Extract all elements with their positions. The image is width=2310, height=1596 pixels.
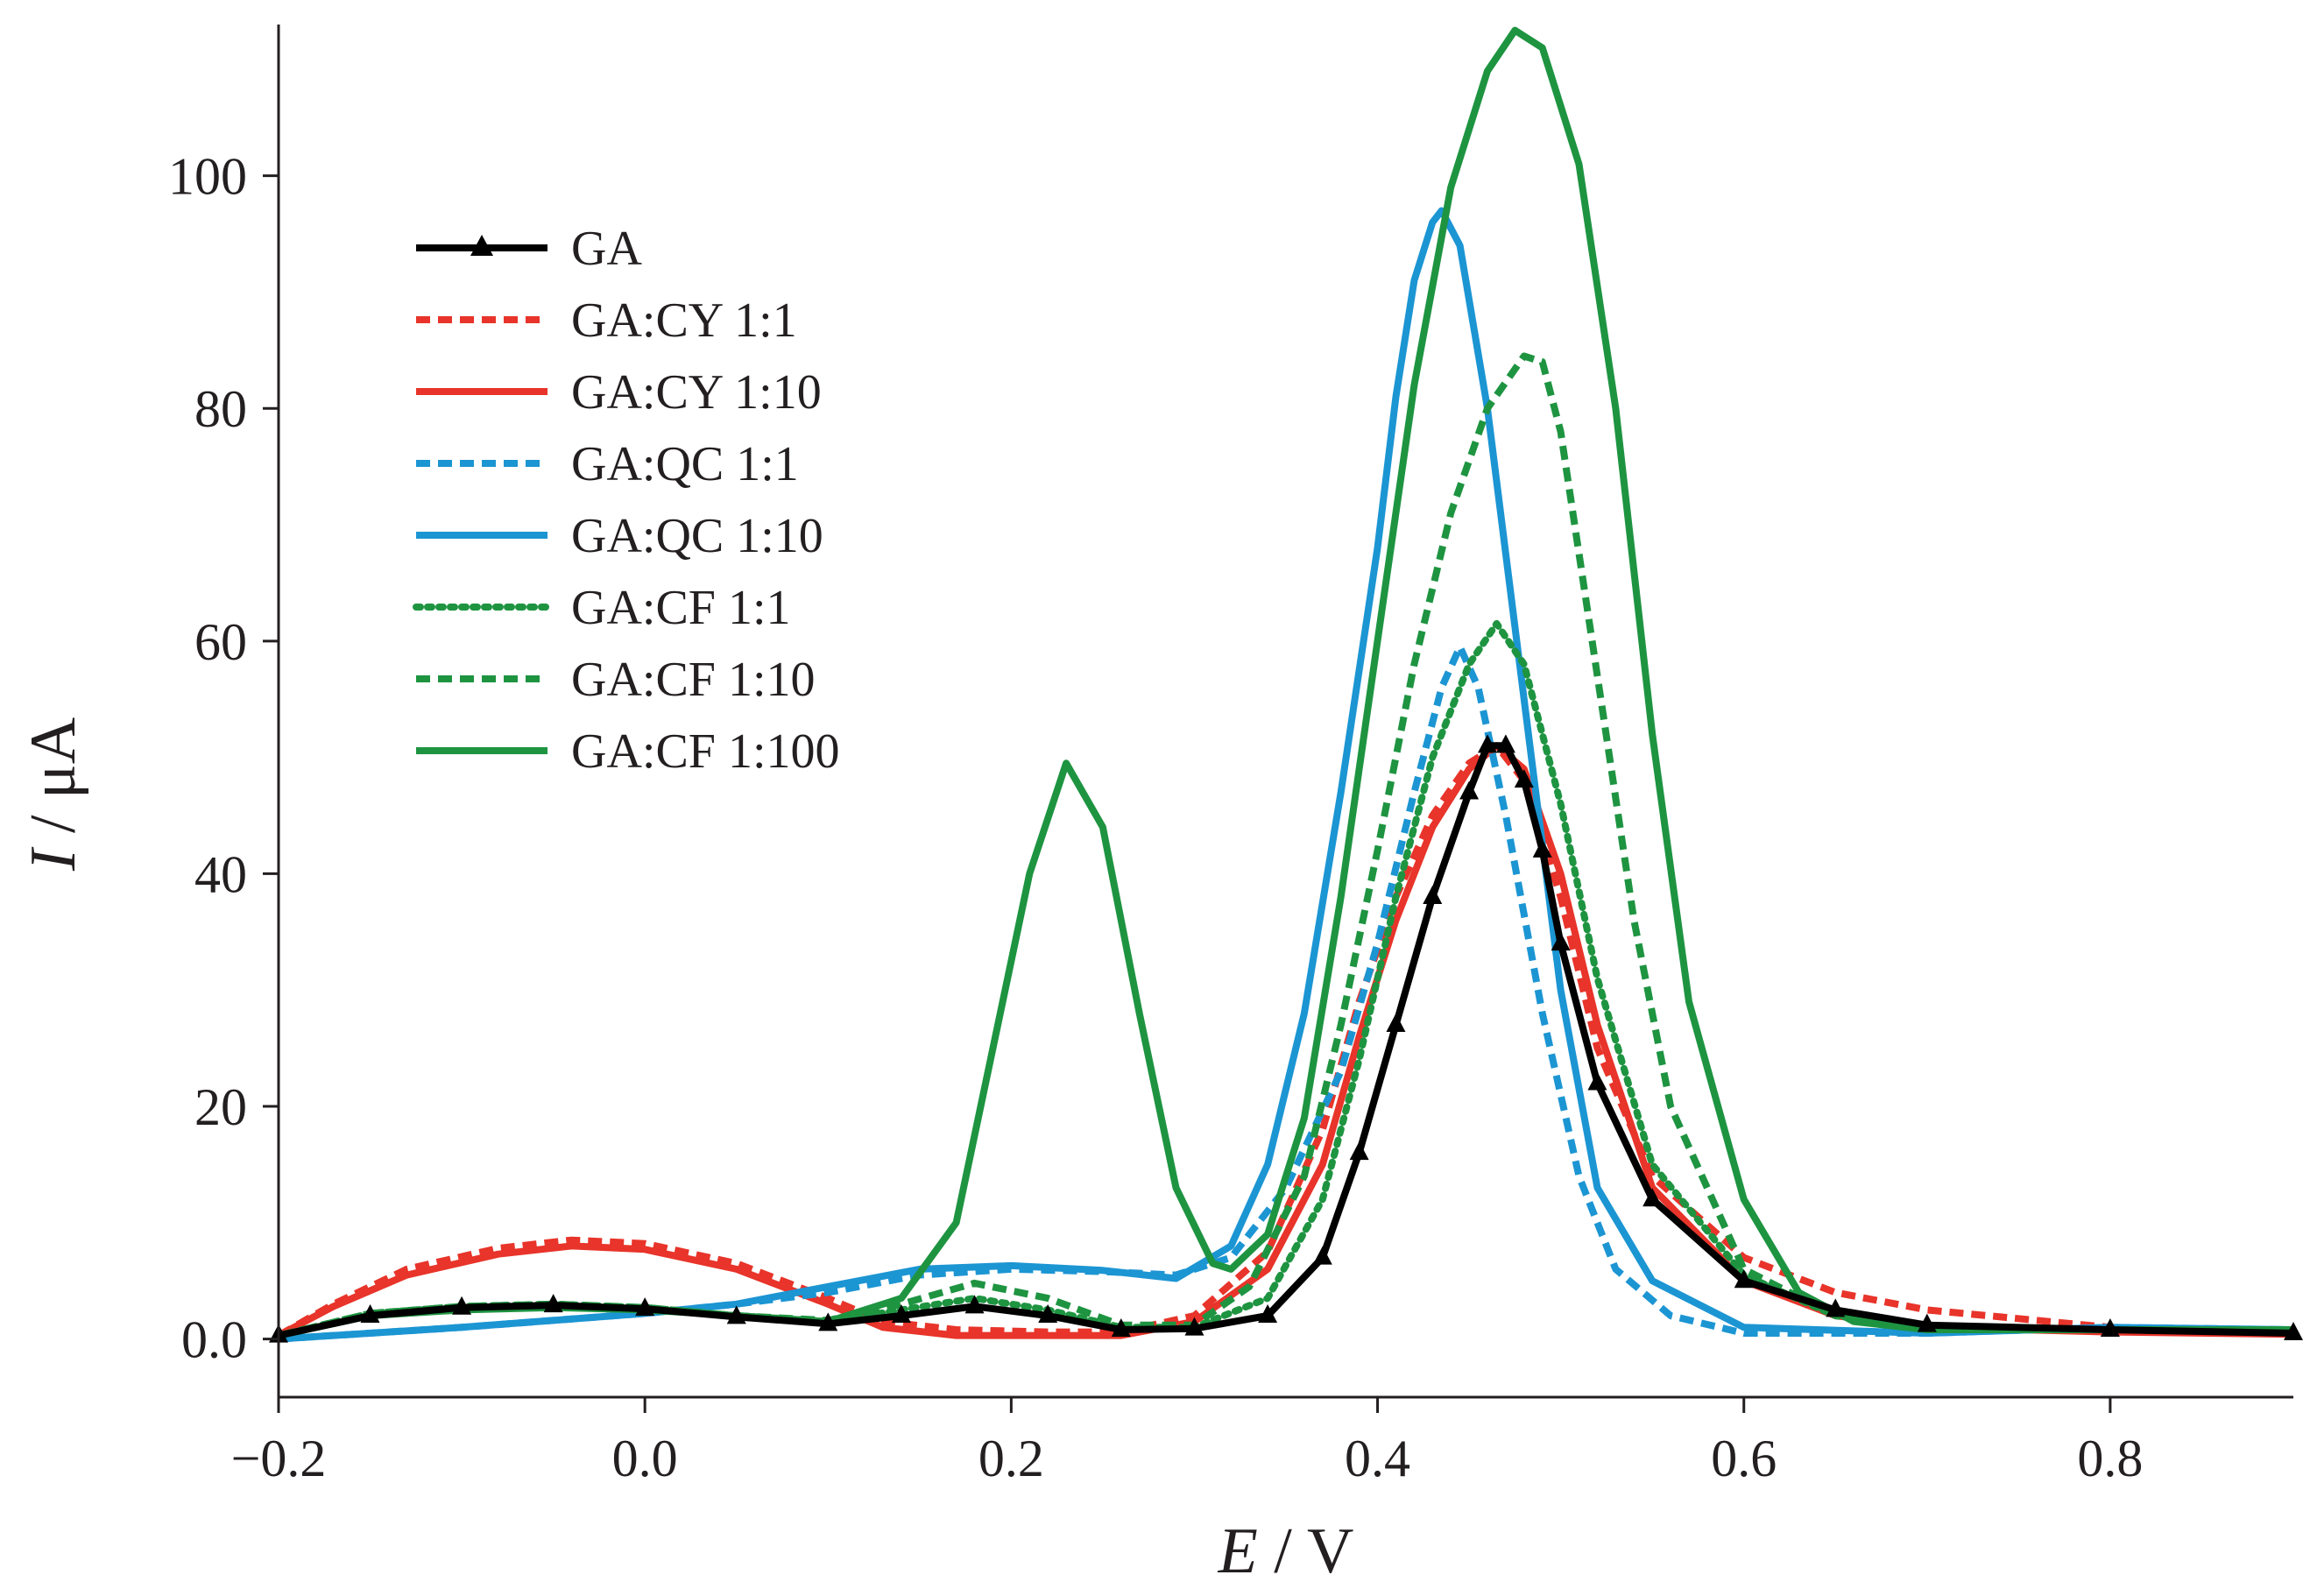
data-point-ga [360, 1304, 380, 1324]
data-point-ga [452, 1296, 472, 1315]
series-line-ga-qc-1-1 [278, 643, 2294, 1343]
series-line-ga-cy-1-10 [277, 742, 2294, 1339]
legend-label-ga-cf-1-10: GA:CF 1:10 [571, 653, 816, 707]
x-tick-label: −0.2 [231, 1430, 327, 1487]
x-tick-label: 0.4 [1345, 1430, 1410, 1487]
legend-label-ga-cf-1-100: GA:CF 1:100 [571, 724, 840, 779]
data-point-ga [1478, 734, 1497, 753]
data-point-ga [1917, 1313, 1937, 1332]
data-point-ga [543, 1294, 563, 1313]
y-tick-label: 80 [194, 380, 247, 438]
data-point-ga [1038, 1304, 1058, 1324]
data-point-ga [818, 1312, 838, 1331]
legend-label-ga-qc-1-1: GA:QC 1:1 [571, 437, 799, 491]
series-line-ga [278, 742, 2294, 1339]
data-point-ga [1312, 1246, 1332, 1265]
y-tick-label: 40 [194, 845, 247, 903]
x-tick-label: 0.8 [2077, 1430, 2143, 1487]
data-point-ga [635, 1297, 655, 1317]
legend-label-ga-qc-1-10: GA:QC 1:10 [571, 509, 823, 563]
legend-marker-ga [470, 235, 493, 256]
legend-label-ga-cy-1-10: GA:CY 1:10 [571, 365, 822, 420]
x-tick-label: 0.0 [612, 1430, 678, 1487]
legend-label-ga: GA [571, 222, 642, 276]
data-point-ga [891, 1304, 911, 1324]
data-point-ga [1514, 769, 1534, 788]
data-point-ga [1495, 734, 1515, 753]
legend: GA GA:CY 1:1 GA:CY 1:10 GA:QC 1:1 GA:QC 1:10… [413, 222, 840, 779]
x-tick-label: 0.2 [978, 1430, 1044, 1487]
data-point-ga [1532, 838, 1552, 858]
x-axis-title: E / V [1218, 1515, 1354, 1587]
data-point-ga [1587, 1071, 1607, 1091]
legend-label-ga-cy-1-1: GA:CY 1:1 [571, 293, 797, 348]
data-point-ga [726, 1305, 746, 1324]
data-point-ga [2284, 1321, 2303, 1340]
data-point-ga [1111, 1317, 1131, 1337]
legend-label-ga-cf-1-1: GA:CF 1:1 [571, 581, 791, 635]
data-point-ga [1459, 780, 1480, 800]
y-axis-title: I / μA [18, 717, 89, 872]
data-point-ga [1386, 1013, 1406, 1033]
y-tick-label: 100 [168, 148, 247, 206]
series-line-ga-qc-1-10 [278, 207, 2294, 1343]
y-tick-label: 60 [194, 613, 247, 671]
data-point-ga [1826, 1298, 1846, 1317]
data-point-ga [964, 1295, 985, 1314]
data-point-ga [1423, 885, 1443, 904]
y-tick-label: 20 [194, 1078, 247, 1136]
data-point-ga [1184, 1317, 1204, 1336]
data-point-ga [1551, 932, 1571, 951]
axes: −0.2 0.0 0.2 0.4 0.6 0.8 0.0 20 40 60 80 100 E / V I … [18, 25, 2293, 1587]
y-tick-label: 0.0 [181, 1311, 247, 1369]
data-point-ga [1642, 1188, 1663, 1207]
data-point-ga [1734, 1269, 1754, 1289]
x-tick-label: 0.6 [1711, 1430, 1777, 1487]
series-line-ga-cf-1-10 [278, 352, 2293, 1339]
plot-series [269, 26, 2303, 1343]
data-point-ga [2100, 1317, 2120, 1337]
data-point-ga [1258, 1304, 1278, 1324]
data-point-ga [1349, 1141, 1369, 1161]
